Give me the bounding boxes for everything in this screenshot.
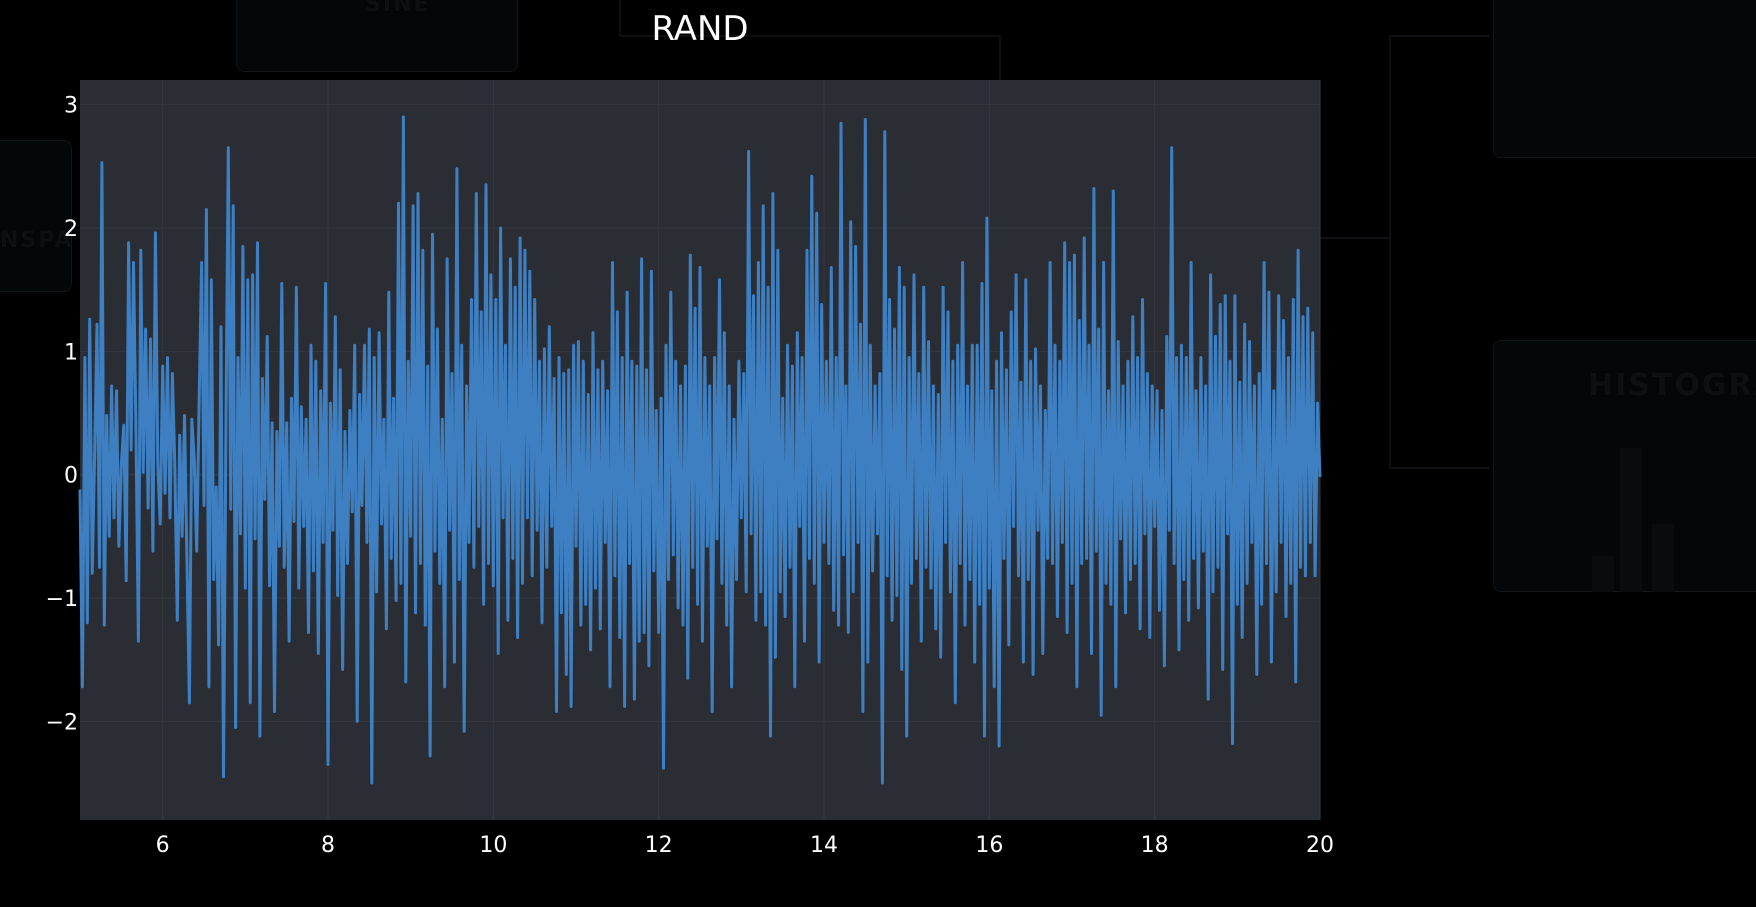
y-tick-label: 0 (64, 464, 78, 489)
x-tick-label: 18 (1141, 833, 1169, 858)
y-tick-label: −2 (46, 710, 78, 735)
y-tick-label: 3 (64, 94, 78, 119)
x-tick-label: 16 (975, 833, 1003, 858)
y-tick-label: 2 (64, 217, 78, 242)
x-tick-label: 8 (321, 833, 335, 858)
background-sine-label: SINE (365, 0, 431, 17)
y-tick-label: −1 (46, 587, 78, 612)
background-linspace-label: NSPA (0, 228, 74, 253)
chart-title: RAND (651, 9, 748, 49)
background-sine-node (236, 0, 518, 72)
background-scatter-node (1493, 0, 1756, 158)
x-tick-label: 12 (645, 833, 673, 858)
y-tick-label: 1 (64, 340, 78, 365)
x-tick-label: 14 (810, 833, 838, 858)
x-tick-label: 10 (479, 833, 507, 858)
background-histogram-label: HISTOGRA (1588, 368, 1756, 403)
y-axis-ticks: −2 −1 0 1 2 3 (46, 94, 78, 736)
series-line (78, 115, 1322, 785)
x-tick-label: 6 (156, 833, 170, 858)
x-tick-label: 20 (1306, 833, 1334, 858)
x-axis-ticks: 6 8 10 12 14 16 18 20 (156, 833, 1334, 858)
background-linspace-node (0, 140, 72, 292)
